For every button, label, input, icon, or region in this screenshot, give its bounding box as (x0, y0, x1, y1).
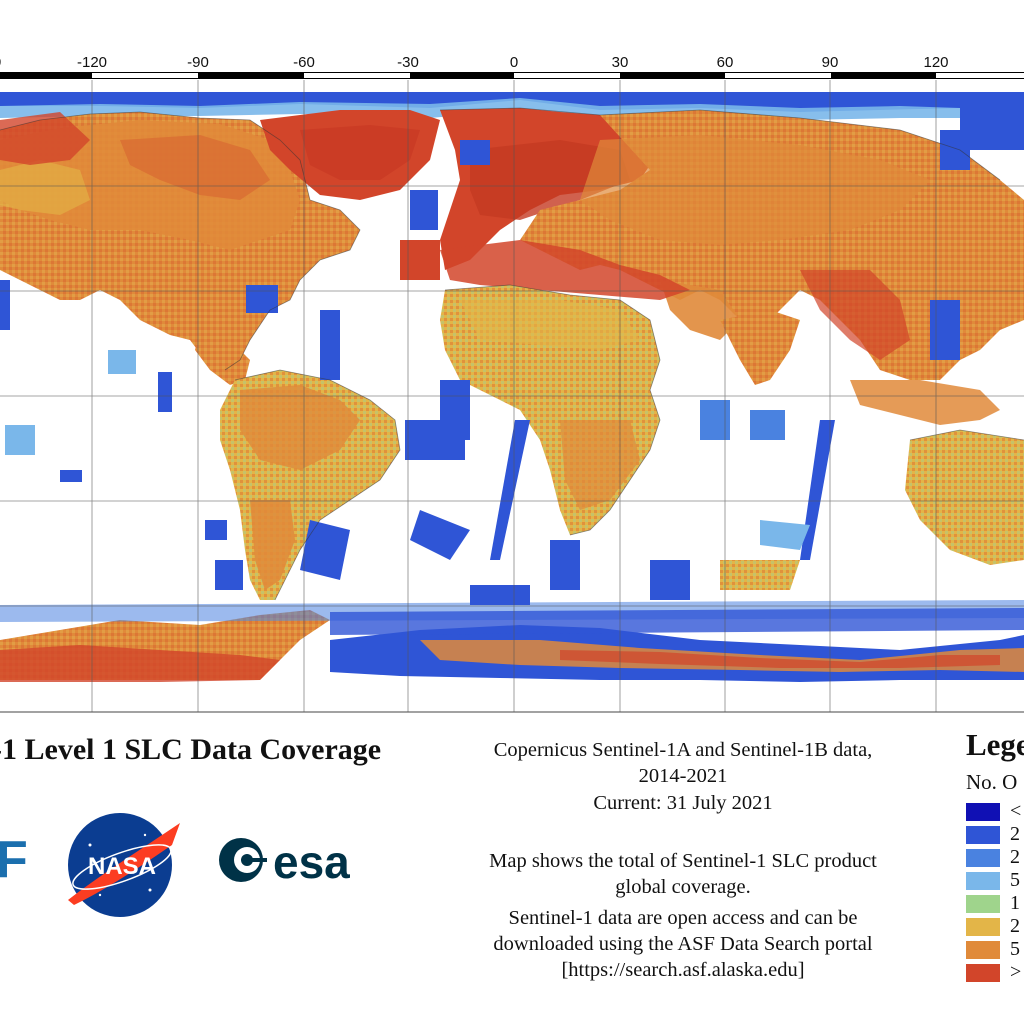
graticule (0, 80, 1024, 712)
tick-label: -60 (293, 54, 315, 71)
legend-item: 2 (966, 823, 1024, 845)
legend-label: 2 (1010, 823, 1020, 845)
tick-label: 120 (923, 54, 948, 71)
legend-swatch (966, 964, 1000, 982)
legend-item: 2 (966, 846, 1024, 868)
legend-item: 2 (966, 915, 1024, 937)
legend-label: 5 (1010, 869, 1020, 891)
tick-label: -120 (77, 54, 107, 71)
info-line: global coverage. (615, 876, 751, 898)
legend-title: Lege (966, 727, 1024, 762)
legend-swatch (966, 826, 1000, 844)
legend-label: 1 (1010, 892, 1020, 914)
world-map: 0 -120 -90 -60 -30 0 30 60 90 120 (0, 54, 1024, 713)
tick-label: 90 (822, 54, 839, 71)
esa-text: esa (273, 836, 350, 888)
nasa-logo: NASA (68, 813, 180, 917)
tick-label: 0 (510, 54, 518, 71)
legend-item: > (966, 961, 1024, 983)
legend-label: < (1010, 800, 1022, 822)
tick-label: 60 (717, 54, 734, 71)
info-line: Copernicus Sentinel-1A and Sentinel-1B d… (493, 739, 873, 761)
info-line: Sentinel-1 data are open access and can … (508, 907, 858, 929)
info-line: [https://search.asf.alaska.edu] (561, 959, 805, 981)
tick-label: -90 (187, 54, 209, 71)
info-line: downloaded using the ASF Data Search por… (493, 933, 873, 955)
info-line: Current: 31 July 2021 (593, 792, 773, 814)
longitude-tick-labels: 0 -120 -90 -60 -30 0 30 60 90 120 (0, 54, 949, 71)
coastlines (0, 107, 1024, 601)
tick-label: 0 (0, 54, 1, 71)
nasa-text: NASA (88, 853, 156, 880)
map-title: -1 Level 1 SLC Data Coverage (0, 733, 382, 766)
coverage-layer (0, 92, 1024, 682)
legend-swatch (966, 895, 1000, 913)
legend-label: > (1010, 961, 1022, 983)
legend-item: 1 (966, 892, 1024, 914)
legend-item: < (966, 800, 1024, 822)
info-line: 2014-2021 (638, 765, 728, 787)
legend-swatch (966, 941, 1000, 959)
longitude-scale-bar (0, 72, 1024, 79)
legend-item: 5 (966, 869, 1024, 891)
asf-logo: F (0, 831, 28, 889)
legend-label: 5 (1010, 938, 1020, 960)
legend-item: 5 (966, 938, 1024, 960)
info-line: Map shows the total of Sentinel-1 SLC pr… (489, 850, 877, 872)
legend-swatch (966, 872, 1000, 890)
legend-swatch (966, 849, 1000, 867)
tick-label: 30 (612, 54, 629, 71)
tick-label: -30 (397, 54, 419, 71)
legend-swatch (966, 918, 1000, 936)
legend-swatch (966, 803, 1000, 821)
coverage-map: 0 -120 -90 -60 -30 0 30 60 90 120 (0, 54, 1024, 713)
esa-logo: esa (219, 836, 350, 888)
legend-subtitle: No. O (966, 770, 1018, 794)
legend-label: 2 (1010, 846, 1020, 868)
legend-label: 2 (1010, 915, 1020, 937)
